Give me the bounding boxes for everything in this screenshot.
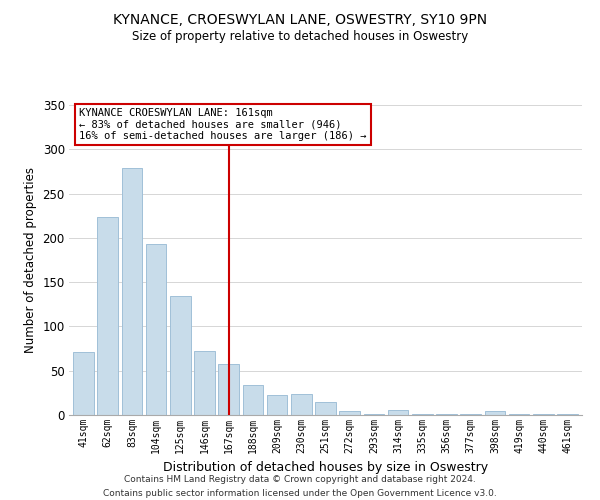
Text: KYNANCE, CROESWYLAN LANE, OSWESTRY, SY10 9PN: KYNANCE, CROESWYLAN LANE, OSWESTRY, SY10… bbox=[113, 12, 487, 26]
Text: Size of property relative to detached houses in Oswestry: Size of property relative to detached ho… bbox=[132, 30, 468, 43]
Bar bbox=[146, 244, 166, 415]
Bar bbox=[242, 385, 263, 415]
Bar bbox=[170, 296, 191, 415]
Bar bbox=[122, 168, 142, 415]
Bar bbox=[436, 414, 457, 415]
Bar bbox=[73, 352, 94, 415]
Bar bbox=[533, 414, 554, 415]
Bar bbox=[412, 414, 433, 415]
X-axis label: Distribution of detached houses by size in Oswestry: Distribution of detached houses by size … bbox=[163, 462, 488, 474]
Bar bbox=[291, 394, 311, 415]
Bar bbox=[340, 410, 360, 415]
Bar bbox=[97, 216, 118, 415]
Bar bbox=[364, 414, 384, 415]
Text: KYNANCE CROESWYLAN LANE: 161sqm
← 83% of detached houses are smaller (946)
16% o: KYNANCE CROESWYLAN LANE: 161sqm ← 83% of… bbox=[79, 108, 367, 142]
Text: Contains HM Land Registry data © Crown copyright and database right 2024.
Contai: Contains HM Land Registry data © Crown c… bbox=[103, 476, 497, 498]
Bar bbox=[388, 410, 409, 415]
Bar bbox=[460, 414, 481, 415]
Y-axis label: Number of detached properties: Number of detached properties bbox=[24, 167, 37, 353]
Bar bbox=[485, 410, 505, 415]
Bar bbox=[218, 364, 239, 415]
Bar bbox=[509, 414, 529, 415]
Bar bbox=[194, 351, 215, 415]
Bar bbox=[315, 402, 336, 415]
Bar bbox=[267, 394, 287, 415]
Bar bbox=[557, 414, 578, 415]
